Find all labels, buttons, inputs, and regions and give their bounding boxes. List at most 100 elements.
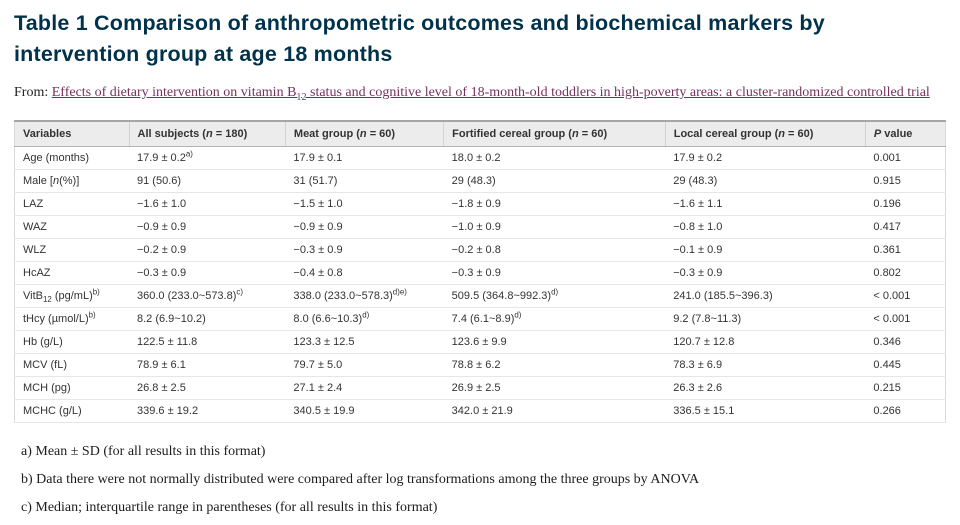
value-cell: < 0.001: [865, 284, 946, 308]
value-cell: 241.0 (185.5~396.3): [665, 284, 866, 308]
value-cell: −0.2 ± 0.9: [129, 238, 286, 262]
value-cell: 0.266: [865, 399, 946, 423]
value-cell: 78.9 ± 6.1: [129, 353, 286, 377]
column-header: Meat group (n = 60): [285, 119, 445, 147]
variable-cell: MCV (fL): [14, 353, 129, 377]
variable-cell: MCH (pg): [14, 376, 129, 400]
value-cell: 0.215: [865, 376, 946, 400]
table-row: MCV (fL) 78.9 ± 6.1 79.7 ± 5.0 78.8 ± 6.2 78…: [14, 353, 946, 377]
value-cell: 18.0 ± 0.2: [443, 146, 666, 170]
table-row: Male [n(%)] 91 (50.6) 31 (51.7) 29 (48.3) 29…: [14, 169, 946, 193]
value-cell: 31 (51.7): [285, 169, 444, 193]
value-cell: 123.3 ± 12.5: [285, 330, 444, 354]
value-cell: 27.1 ± 2.4: [285, 376, 444, 400]
table-row: LAZ −1.6 ± 1.0 −1.5 ± 1.0 −1.8 ± 0.9 −1.6 ± …: [14, 192, 946, 216]
variable-cell: Age (months): [14, 146, 129, 170]
variable-cell: WAZ: [14, 215, 129, 239]
table-body: Age (months) 17.9 ± 0.2a) 17.9 ± 0.1 18.0 ±…: [14, 146, 946, 423]
value-cell: 0.417: [865, 215, 946, 239]
value-cell: −1.8 ± 0.9: [443, 192, 666, 216]
comparison-table: Variables All subjects (n = 180) Meat grou…: [14, 119, 946, 423]
value-cell: 0.915: [865, 169, 946, 193]
table-row: Hb (g/L) 122.5 ± 11.8 123.3 ± 12.5 123.6 ± …: [14, 330, 946, 354]
table-row: VitB12 (pg/mL)b) 360.0 (233.0~573.8)c) 338…: [14, 284, 946, 308]
table-header: Variables All subjects (n = 180) Meat grou…: [14, 119, 946, 147]
value-cell: 7.4 (6.1~8.9)d): [443, 307, 666, 331]
value-cell: 29 (48.3): [665, 169, 866, 193]
value-cell: 0.196: [865, 192, 946, 216]
value-cell: 122.5 ± 11.8: [129, 330, 286, 354]
value-cell: −1.6 ± 1.1: [665, 192, 866, 216]
table-row: MCHC (g/L) 339.6 ± 19.2 340.5 ± 19.9 342.0 …: [14, 399, 946, 423]
variable-cell: MCHC (g/L): [14, 399, 129, 423]
column-header: Fortified cereal group (n = 60): [443, 119, 666, 147]
value-cell: −0.9 ± 0.9: [129, 215, 286, 239]
footnotes: a) Mean ± SD (for all results in this fo…: [14, 441, 946, 525]
value-cell: 29 (48.3): [443, 169, 666, 193]
variable-cell: tHcy (µmol/L)b): [14, 307, 129, 331]
value-cell: 336.5 ± 15.1: [665, 399, 866, 423]
column-header: Variables: [14, 119, 130, 147]
value-cell: −0.2 ± 0.8: [443, 238, 666, 262]
source-line: From: Effects of dietary intervention on…: [14, 82, 946, 104]
value-cell: 0.346: [865, 330, 946, 354]
value-cell: 0.361: [865, 238, 946, 262]
header-row: Variables All subjects (n = 180) Meat grou…: [14, 119, 946, 147]
value-cell: 17.9 ± 0.2: [665, 146, 866, 170]
value-cell: 8.0 (6.6~10.3)d): [285, 307, 444, 331]
column-header: P value: [865, 119, 946, 147]
table-row: WLZ −0.2 ± 0.9 −0.3 ± 0.9 −0.2 ± 0.8 −0.1 ± …: [14, 238, 946, 262]
value-cell: −1.6 ± 1.0: [129, 192, 286, 216]
value-cell: −0.3 ± 0.9: [665, 261, 866, 285]
footnote: b) Data there were not normally distribu…: [21, 471, 700, 487]
value-cell: 9.2 (7.8~11.3): [665, 307, 866, 331]
value-cell: −0.3 ± 0.9: [285, 238, 444, 262]
variable-cell: Hb (g/L): [14, 330, 129, 354]
table-row: HcAZ −0.3 ± 0.9 −0.4 ± 0.8 −0.3 ± 0.9 −0.3 ±…: [14, 261, 946, 285]
value-cell: 360.0 (233.0~573.8)c): [129, 284, 286, 308]
value-cell: 78.3 ± 6.9: [665, 353, 866, 377]
value-cell: 26.3 ± 2.6: [665, 376, 866, 400]
column-header: Local cereal group (n = 60): [665, 119, 866, 147]
source-article-link[interactable]: Effects of dietary intervention on vitam…: [51, 85, 930, 103]
value-cell: 0.802: [865, 261, 946, 285]
value-cell: 8.2 (6.9~10.2): [129, 307, 286, 331]
value-cell: −0.9 ± 0.9: [285, 215, 444, 239]
value-cell: 91 (50.6): [129, 169, 286, 193]
variable-cell: Male [n(%)]: [14, 169, 129, 193]
table-row: tHcy (µmol/L)b) 8.2 (6.9~10.2) 8.0 (6.6~10…: [14, 307, 946, 331]
value-cell: 78.8 ± 6.2: [443, 353, 666, 377]
variable-cell: HcAZ: [14, 261, 129, 285]
footnote: a) Mean ± SD (for all results in this fo…: [21, 443, 266, 459]
value-cell: 17.9 ± 0.1: [285, 146, 444, 170]
variable-cell: VitB12 (pg/mL)b): [14, 284, 129, 308]
footnote: c) Median; interquartile range in parent…: [21, 499, 438, 515]
value-cell: −0.3 ± 0.9: [443, 261, 666, 285]
value-cell: 340.5 ± 19.9: [285, 399, 444, 423]
page-title: Table 1 Comparison of anthropometric out…: [14, 11, 825, 66]
variable-cell: LAZ: [14, 192, 129, 216]
value-cell: −0.8 ± 1.0: [665, 215, 866, 239]
value-cell: 26.9 ± 2.5: [443, 376, 666, 400]
value-cell: 0.001: [865, 146, 946, 170]
value-cell: −1.5 ± 1.0: [285, 192, 444, 216]
value-cell: −0.4 ± 0.8: [285, 261, 444, 285]
value-cell: 120.7 ± 12.8: [665, 330, 866, 354]
table-row: MCH (pg) 26.8 ± 2.5 27.1 ± 2.4 26.9 ± 2.5 26…: [14, 376, 946, 400]
value-cell: 79.7 ± 5.0: [285, 353, 444, 377]
value-cell: 338.0 (233.0~578.3)d)e): [285, 284, 444, 308]
table-row: WAZ −0.9 ± 0.9 −0.9 ± 0.9 −1.0 ± 0.9 −0.8 ± …: [14, 215, 946, 239]
value-cell: 509.5 (364.8~992.3)d): [443, 284, 666, 308]
from-label: From:: [14, 85, 52, 101]
value-cell: 123.6 ± 9.9: [443, 330, 666, 354]
value-cell: −0.3 ± 0.9: [129, 261, 286, 285]
value-cell: 17.9 ± 0.2a): [129, 146, 286, 170]
column-header: All subjects (n = 180): [129, 119, 286, 147]
value-cell: −0.1 ± 0.9: [665, 238, 866, 262]
value-cell: 0.445: [865, 353, 946, 377]
value-cell: < 0.001: [865, 307, 946, 331]
value-cell: 342.0 ± 21.9: [443, 399, 666, 423]
value-cell: 26.8 ± 2.5: [129, 376, 286, 400]
variable-cell: WLZ: [14, 238, 129, 262]
